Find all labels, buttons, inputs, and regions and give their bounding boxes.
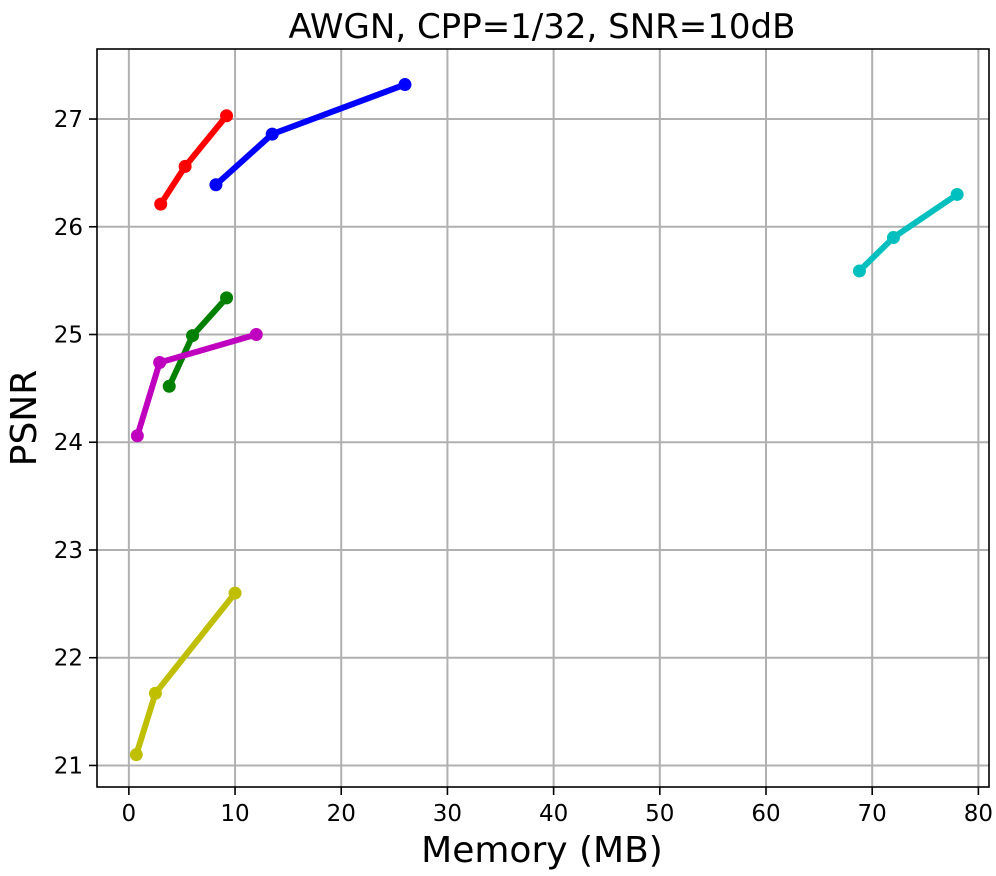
data-point: [153, 356, 167, 370]
data-point: [249, 328, 263, 342]
series-2: [209, 78, 412, 192]
data-point: [162, 379, 176, 393]
series-line: [166, 294, 230, 390]
series-line: [133, 590, 239, 758]
y-tick-label: 25: [54, 323, 83, 349]
y-tick-label: 21: [54, 753, 83, 779]
series-line: [134, 331, 260, 439]
chart-title: AWGN, CPP=1/32, SNR=10dB: [289, 7, 796, 47]
x-axis: 0 10 20 30 40 50 60 70 80: [122, 787, 993, 827]
x-tick-label: 80: [964, 801, 993, 827]
grid: [97, 49, 989, 787]
series-layer: [129, 78, 964, 762]
series-5: [130, 328, 263, 443]
y-tick-label: 27: [54, 107, 83, 133]
y-axis: 21 22 23 24 25 26 27: [54, 107, 97, 779]
data-point: [852, 264, 866, 278]
data-point: [220, 291, 234, 305]
data-point: [178, 159, 192, 173]
x-axis-label: Memory (MB): [421, 830, 663, 871]
y-tick-label: 22: [54, 646, 83, 672]
y-axis-label: PSNR: [4, 370, 45, 467]
x-tick-label: 0: [122, 801, 137, 827]
data-point: [398, 78, 412, 92]
data-point: [130, 429, 144, 443]
series-line: [856, 191, 961, 274]
x-tick-label: 20: [327, 801, 356, 827]
data-point: [154, 197, 168, 211]
plot-frame: [96, 48, 990, 788]
x-tick-label: 50: [645, 801, 674, 827]
x-tick-label: 70: [858, 801, 887, 827]
x-tick-label: 60: [751, 801, 780, 827]
x-tick-label: 40: [539, 801, 568, 827]
series-3: [852, 187, 964, 278]
data-point: [228, 586, 242, 600]
data-point: [950, 187, 964, 201]
y-tick-label: 24: [54, 430, 83, 456]
y-tick-label: 26: [54, 215, 83, 241]
data-point: [265, 127, 279, 141]
series-line: [212, 81, 408, 188]
data-point: [186, 329, 200, 343]
x-tick-label: 10: [220, 801, 249, 827]
data-point: [886, 231, 900, 245]
series-6: [129, 586, 242, 762]
data-point: [148, 686, 162, 700]
data-point: [129, 748, 143, 762]
data-point: [209, 178, 223, 192]
data-point: [220, 109, 234, 123]
x-tick-label: 30: [433, 801, 462, 827]
series-1: [154, 109, 234, 211]
y-tick-label: 23: [54, 538, 83, 564]
series-4: [162, 291, 234, 393]
